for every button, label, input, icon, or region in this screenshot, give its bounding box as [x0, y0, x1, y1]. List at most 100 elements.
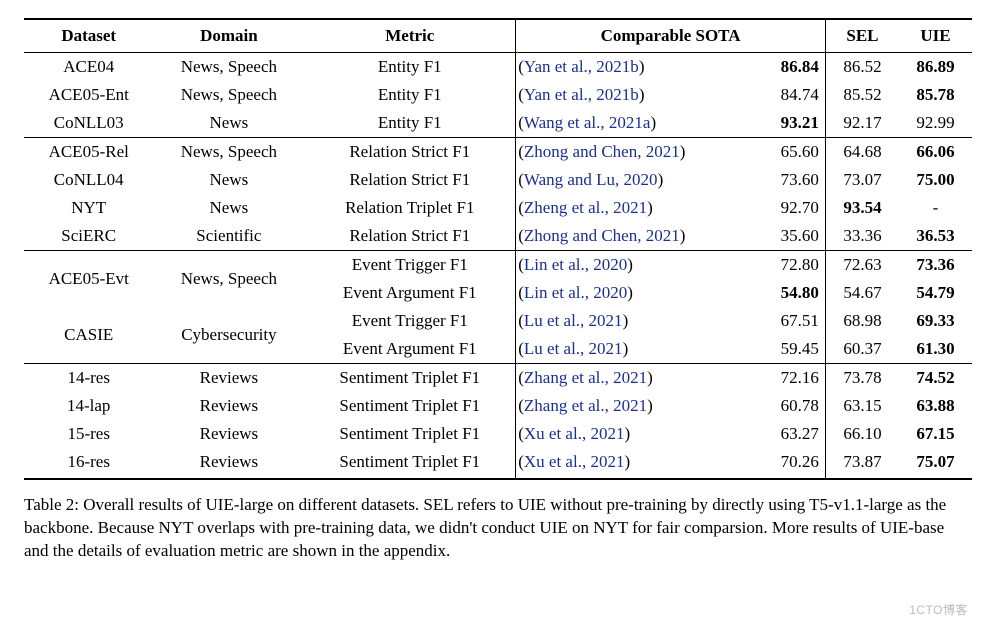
cell-sota: 73.60 — [755, 166, 826, 194]
table-row: ACE04News, SpeechEntity F1(Yan et al., 2… — [24, 53, 972, 82]
cell-sel: 33.36 — [825, 222, 899, 251]
cell-citation: (Zhang et al., 2021) — [516, 364, 755, 393]
cell-dataset: SciERC — [24, 222, 153, 251]
cell-citation: (Yan et al., 2021b) — [516, 81, 755, 109]
citation-link[interactable]: Lin et al., 2020 — [524, 283, 627, 302]
table-row: 14-lapReviewsSentiment Triplet F1(Zhang … — [24, 392, 972, 420]
cell-domain: Reviews — [153, 392, 304, 420]
cell-domain: News, Speech — [153, 138, 304, 167]
cell-sel: 92.17 — [825, 109, 899, 138]
citation-link[interactable]: Yan et al., 2021b — [524, 57, 639, 76]
citation-link[interactable]: Xu et al., 2021 — [524, 452, 625, 471]
cell-citation: (Wang et al., 2021a) — [516, 109, 755, 138]
cell-sel: 54.67 — [825, 279, 899, 307]
cell-dataset: ACE05-Ent — [24, 81, 153, 109]
table-row: 15-resReviewsSentiment Triplet F1(Xu et … — [24, 420, 972, 448]
cell-metric: Sentiment Triplet F1 — [304, 420, 515, 448]
cell-dataset: CoNLL03 — [24, 109, 153, 138]
citation-link[interactable]: Lin et al., 2020 — [524, 255, 627, 274]
cell-metric: Sentiment Triplet F1 — [304, 448, 515, 479]
cell-uie: 54.79 — [899, 279, 972, 307]
cell-uie: 92.99 — [899, 109, 972, 138]
table-row: NYTNewsRelation Triplet F1(Zheng et al.,… — [24, 194, 972, 222]
citation-link[interactable]: Yan et al., 2021b — [524, 85, 639, 104]
cell-sota: 93.21 — [755, 109, 826, 138]
cell-uie: 66.06 — [899, 138, 972, 167]
table-header-row: Dataset Domain Metric Comparable SOTA SE… — [24, 19, 972, 53]
cell-sel: 63.15 — [825, 392, 899, 420]
cell-sel: 93.54 — [825, 194, 899, 222]
cell-metric: Relation Strict F1 — [304, 222, 515, 251]
citation-link[interactable]: Zhong and Chen, 2021 — [524, 142, 680, 161]
citation-link[interactable]: Zhang et al., 2021 — [524, 396, 647, 415]
cell-sel: 85.52 — [825, 81, 899, 109]
citation-link[interactable]: Wang et al., 2021a — [524, 113, 651, 132]
cell-citation: (Zhong and Chen, 2021) — [516, 138, 755, 167]
cell-metric: Event Argument F1 — [304, 335, 515, 364]
cell-dataset: ACE05-Evt — [24, 251, 153, 308]
table-row: ACE05-RelNews, SpeechRelation Strict F1(… — [24, 138, 972, 167]
cell-domain: Cybersecurity — [153, 307, 304, 364]
cell-sel: 86.52 — [825, 53, 899, 82]
citation-link[interactable]: Wang and Lu, 2020 — [524, 170, 658, 189]
col-dataset: Dataset — [24, 19, 153, 53]
cell-sel: 68.98 — [825, 307, 899, 335]
cell-uie: 86.89 — [899, 53, 972, 82]
cell-uie: 36.53 — [899, 222, 972, 251]
table-row: CoNLL04NewsRelation Strict F1(Wang and L… — [24, 166, 972, 194]
citation-link[interactable]: Zhong and Chen, 2021 — [524, 226, 680, 245]
cell-uie: - — [899, 194, 972, 222]
cell-dataset: 14-lap — [24, 392, 153, 420]
cell-sota: 70.26 — [755, 448, 826, 479]
cell-citation: (Lu et al., 2021) — [516, 307, 755, 335]
table-row: ACE05-EvtNews, SpeechEvent Trigger F1(Li… — [24, 251, 972, 280]
cell-uie: 73.36 — [899, 251, 972, 280]
results-table: Dataset Domain Metric Comparable SOTA SE… — [24, 18, 972, 563]
cell-sel: 72.63 — [825, 251, 899, 280]
cell-sel: 73.78 — [825, 364, 899, 393]
citation-link[interactable]: Zheng et al., 2021 — [524, 198, 647, 217]
cell-domain: News — [153, 166, 304, 194]
citation-link[interactable]: Lu et al., 2021 — [524, 339, 623, 358]
table-row: 14-resReviewsSentiment Triplet F1(Zhang … — [24, 364, 972, 393]
cell-domain: News — [153, 109, 304, 138]
cell-metric: Relation Strict F1 — [304, 138, 515, 167]
cell-domain: Reviews — [153, 420, 304, 448]
cell-dataset: ACE05-Rel — [24, 138, 153, 167]
cell-sel: 60.37 — [825, 335, 899, 364]
cell-citation: (Xu et al., 2021) — [516, 420, 755, 448]
col-domain: Domain — [153, 19, 304, 53]
cell-domain: News, Speech — [153, 251, 304, 308]
col-uie: UIE — [899, 19, 972, 53]
cell-metric: Entity F1 — [304, 53, 515, 82]
cell-sota: 72.16 — [755, 364, 826, 393]
citation-link[interactable]: Zhang et al., 2021 — [524, 368, 647, 387]
cell-metric: Sentiment Triplet F1 — [304, 364, 515, 393]
cell-metric: Sentiment Triplet F1 — [304, 392, 515, 420]
cell-citation: (Lin et al., 2020) — [516, 279, 755, 307]
cell-sel: 66.10 — [825, 420, 899, 448]
cell-domain: News — [153, 194, 304, 222]
cell-uie: 67.15 — [899, 420, 972, 448]
cell-metric: Relation Strict F1 — [304, 166, 515, 194]
cell-sota: 84.74 — [755, 81, 826, 109]
cell-citation: (Yan et al., 2021b) — [516, 53, 755, 82]
cell-sel: 64.68 — [825, 138, 899, 167]
citation-link[interactable]: Xu et al., 2021 — [524, 424, 625, 443]
cell-citation: (Zhong and Chen, 2021) — [516, 222, 755, 251]
cell-citation: (Wang and Lu, 2020) — [516, 166, 755, 194]
citation-link[interactable]: Lu et al., 2021 — [524, 311, 623, 330]
cell-uie: 63.88 — [899, 392, 972, 420]
cell-domain: News, Speech — [153, 53, 304, 82]
cell-sota: 92.70 — [755, 194, 826, 222]
cell-citation: (Zheng et al., 2021) — [516, 194, 755, 222]
cell-dataset: ACE04 — [24, 53, 153, 82]
cell-uie: 85.78 — [899, 81, 972, 109]
cell-uie: 75.07 — [899, 448, 972, 479]
cell-dataset: 14-res — [24, 364, 153, 393]
cell-sota: 63.27 — [755, 420, 826, 448]
watermark: 1CTO博客 — [909, 601, 968, 618]
cell-domain: News, Speech — [153, 81, 304, 109]
cell-sel: 73.07 — [825, 166, 899, 194]
cell-citation: (Xu et al., 2021) — [516, 448, 755, 479]
